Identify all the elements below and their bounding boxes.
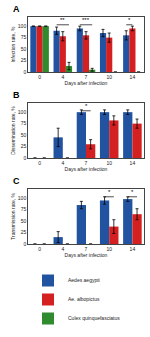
svg-text:10: 10 <box>106 74 112 80</box>
svg-text:Days after infection: Days after infection <box>65 252 108 258</box>
svg-text:25: 25 <box>21 143 27 149</box>
svg-text:**: ** <box>60 17 65 23</box>
svg-text:0: 0 <box>38 246 41 252</box>
svg-text:14: 14 <box>130 160 136 166</box>
svg-text:B: B <box>13 90 20 100</box>
svg-text:Days after infection: Days after infection <box>65 166 108 172</box>
svg-text:0: 0 <box>38 160 41 166</box>
svg-text:*: * <box>85 103 88 109</box>
svg-text:7: 7 <box>85 160 88 166</box>
svg-text:10: 10 <box>106 246 112 252</box>
svg-text:4: 4 <box>61 74 64 80</box>
svg-text:7: 7 <box>85 74 88 80</box>
svg-text:7: 7 <box>85 246 88 252</box>
svg-text:75: 75 <box>21 120 27 126</box>
svg-text:50: 50 <box>21 46 27 52</box>
svg-text:Aedes aegypti: Aedes aegypti <box>68 277 100 283</box>
svg-text:10: 10 <box>106 160 112 166</box>
svg-text:75: 75 <box>21 34 27 40</box>
svg-text:75: 75 <box>21 206 27 212</box>
svg-text:0: 0 <box>38 74 41 80</box>
svg-text:Infection rate, %: Infection rate, % <box>10 26 16 63</box>
svg-text:25: 25 <box>21 57 27 63</box>
svg-text:14: 14 <box>130 74 136 80</box>
svg-text:Culex quinquefasciatus: Culex quinquefasciatus <box>68 315 120 321</box>
svg-text:0: 0 <box>23 155 26 161</box>
svg-text:C: C <box>13 176 20 186</box>
svg-text:Dissemination rate, %: Dissemination rate, % <box>10 106 16 155</box>
svg-text:*: * <box>108 189 111 195</box>
svg-text:Ae. albopictus: Ae. albopictus <box>68 296 100 302</box>
svg-text:100: 100 <box>18 109 27 115</box>
svg-text:*: * <box>131 189 134 195</box>
svg-text:***: *** <box>82 17 90 23</box>
svg-text:0: 0 <box>23 241 26 247</box>
svg-text:50: 50 <box>21 218 27 224</box>
svg-text:25: 25 <box>21 229 27 235</box>
svg-text:14: 14 <box>130 246 136 252</box>
svg-text:50: 50 <box>21 132 27 138</box>
svg-text:100: 100 <box>18 195 27 201</box>
svg-text:4: 4 <box>61 246 64 252</box>
svg-text:*: * <box>128 17 131 23</box>
svg-text:100: 100 <box>18 23 27 29</box>
svg-text:Transmission rate, %: Transmission rate, % <box>10 193 16 240</box>
svg-text:A: A <box>13 4 20 14</box>
svg-text:4: 4 <box>61 160 64 166</box>
svg-text:0: 0 <box>23 69 26 75</box>
svg-text:Days after infection: Days after infection <box>65 80 108 86</box>
